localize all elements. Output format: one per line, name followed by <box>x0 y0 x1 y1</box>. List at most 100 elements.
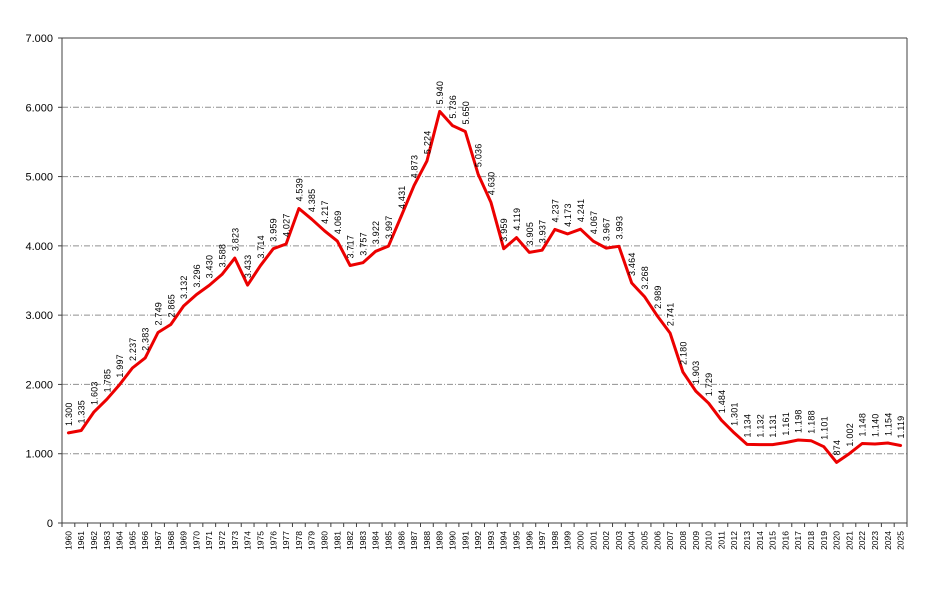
data-point-label: 1.188 <box>806 410 816 434</box>
data-point-label: 2.989 <box>653 285 663 309</box>
x-axis-tick-label: 1970 <box>191 531 201 550</box>
x-axis-tick-label: 2025 <box>896 531 906 550</box>
x-axis-tick-label: 1991 <box>460 531 470 550</box>
data-point-label: 3.967 <box>602 218 612 242</box>
x-axis-tick-label: 2008 <box>678 531 688 550</box>
x-axis-tick-label: 1979 <box>307 531 317 550</box>
x-axis-tick-label: 2014 <box>755 531 765 550</box>
data-point-label: 3.757 <box>358 232 368 256</box>
data-point-label: 1.484 <box>717 390 727 414</box>
data-point-label: 3.717 <box>346 235 356 259</box>
data-point-label: 5.224 <box>422 131 432 155</box>
x-axis-tick-label: 1984 <box>371 531 381 550</box>
x-axis-tick-label: 1981 <box>332 531 342 550</box>
x-axis-tick-label: 2006 <box>652 531 662 550</box>
x-axis-tick-label: 2023 <box>870 531 880 550</box>
data-point-label: 3.959 <box>269 218 279 242</box>
data-point-label: 874 <box>832 440 842 456</box>
data-point-label: 5.036 <box>474 144 484 168</box>
x-axis-tick-label: 1961 <box>76 531 86 550</box>
data-point-label: 1.132 <box>755 414 765 438</box>
data-point-label: 1.148 <box>858 413 868 437</box>
x-axis-tick-label: 1975 <box>255 531 265 550</box>
data-point-label: 1.154 <box>883 413 893 437</box>
data-point-label: 1.140 <box>870 413 880 437</box>
y-axis-tick-label: 0 <box>47 518 53 530</box>
x-axis-tick-label: 2010 <box>704 531 714 550</box>
data-point-label: 4.431 <box>397 185 407 209</box>
x-axis-tick-label: 2024 <box>883 531 893 550</box>
data-point-label: 3.132 <box>179 275 189 299</box>
data-point-label: 4.539 <box>294 178 304 202</box>
data-series-line <box>66 109 903 464</box>
data-point-label: 5.736 <box>448 95 458 119</box>
data-point-label: 1.785 <box>102 369 112 393</box>
x-axis-tick-label: 1985 <box>383 531 393 550</box>
x-axis-tick-label: 1971 <box>204 531 214 550</box>
data-point-label: 3.937 <box>538 220 548 244</box>
x-axis-tick-label: 1994 <box>499 531 509 550</box>
x-axis-tick-label: 1980 <box>319 531 329 550</box>
x-axis-tick-label: 1999 <box>563 531 573 550</box>
x-axis-tick-label: 1965 <box>127 531 137 550</box>
y-axis-tick-label: 6.000 <box>25 102 53 114</box>
x-axis-tick-label: 1963 <box>102 531 112 550</box>
data-point-label: 5.940 <box>435 81 445 105</box>
data-point-label: 1.134 <box>742 414 752 438</box>
data-point-label: 4.237 <box>550 199 560 223</box>
x-axis-tick-label: 2003 <box>614 531 624 550</box>
data-point-label: 2.749 <box>154 302 164 326</box>
x-axis-tick-label: 2022 <box>857 531 867 550</box>
x-axis-tick-label: 1962 <box>89 531 99 550</box>
x-axis-tick-label: 2004 <box>627 531 637 550</box>
data-point-label: 1.903 <box>691 361 701 385</box>
x-axis-tick-label: 1967 <box>153 531 163 550</box>
x-axis-tick-label: 1988 <box>422 531 432 550</box>
data-point-label: 1.161 <box>781 412 791 436</box>
x-axis-tick-label: 1995 <box>512 531 522 550</box>
data-point-label: 2.180 <box>678 341 688 365</box>
y-axis-tick-label: 2.000 <box>25 379 53 391</box>
data-point-label: 2.741 <box>666 303 676 327</box>
x-axis-tick-label: 1993 <box>486 531 496 550</box>
x-axis-tick-label: 2009 <box>691 531 701 550</box>
data-point-label: 1.119 <box>896 416 906 439</box>
x-axis-tick-label: 1973 <box>230 531 240 550</box>
y-axis-tick-label: 3.000 <box>25 310 53 322</box>
data-point-label: 1.301 <box>730 402 740 426</box>
x-axis-tick-label: 1978 <box>294 531 304 550</box>
x-axis-tick-label: 2019 <box>819 531 829 550</box>
data-point-label: 4.067 <box>589 211 599 235</box>
y-axis-tick-label: 5.000 <box>25 172 53 184</box>
x-axis-tick-label: 1974 <box>243 531 253 550</box>
x-axis-tick-label: 1987 <box>409 531 419 550</box>
data-point-label: 1.002 <box>845 423 855 447</box>
data-point-label: 3.959 <box>499 218 509 242</box>
data-point-label: 4.630 <box>486 172 496 196</box>
data-point-label: 2.237 <box>128 337 138 361</box>
x-axis-tick-label: 1992 <box>473 531 483 550</box>
data-point-label: 2.383 <box>141 327 151 351</box>
y-axis-tick-label: 4.000 <box>25 241 53 253</box>
x-axis-tick-label: 2018 <box>806 531 816 550</box>
x-axis-tick-label: 2011 <box>716 531 726 550</box>
x-axis-tick-label: 2020 <box>832 531 842 550</box>
x-axis-tick-label: 2017 <box>793 531 803 550</box>
data-point-label: 1.300 <box>64 402 74 426</box>
data-point-label: 3.464 <box>627 252 637 276</box>
x-axis-tick-label: 1990 <box>447 531 457 550</box>
x-axis-tick-label: 1976 <box>268 531 278 550</box>
data-point-label: 4.069 <box>333 211 343 235</box>
data-point-label: 4.385 <box>307 189 317 213</box>
x-axis-tick-label: 1998 <box>550 531 560 550</box>
x-axis-tick-label: 1968 <box>166 531 176 550</box>
x-axis-tick-label: 1972 <box>217 531 227 550</box>
x-axis-tick-label: 1996 <box>524 531 534 550</box>
x-axis-tick-label: 2007 <box>665 531 675 550</box>
data-point-label: 4.241 <box>576 199 586 223</box>
x-axis-tick-label: 1977 <box>281 531 291 550</box>
x-axis-tick-label: 1986 <box>396 531 406 550</box>
data-point-label: 5.650 <box>461 101 471 125</box>
x-axis-tick-label: 2005 <box>640 531 650 550</box>
